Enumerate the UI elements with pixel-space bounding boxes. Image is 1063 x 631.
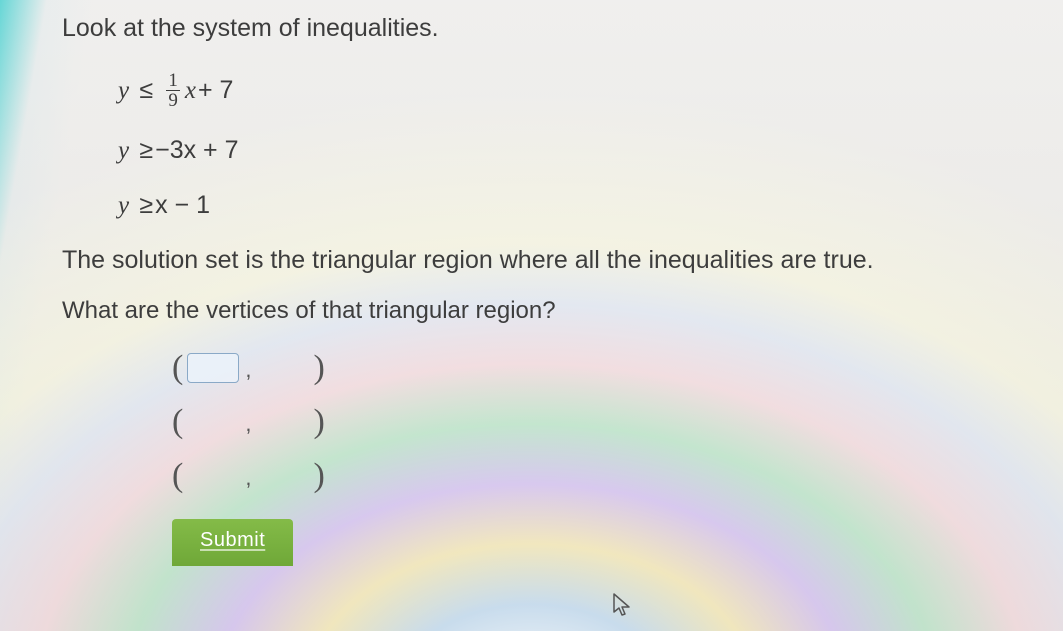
vertex-row-1: ( , ) bbox=[172, 347, 1043, 389]
vertex-1-x-input[interactable] bbox=[187, 353, 239, 383]
eq3-rel: ≥ bbox=[139, 191, 153, 220]
cursor-icon bbox=[612, 592, 632, 618]
eq1-fraction: 1 9 bbox=[166, 71, 180, 110]
vertex-3-y-input[interactable] bbox=[257, 461, 309, 491]
eq1-tail: + 7 bbox=[198, 76, 233, 105]
prompt-text: Look at the system of inequalities. bbox=[62, 14, 1043, 43]
question-panel: Look at the system of inequalities. y ≤ … bbox=[62, 14, 1043, 566]
eq1-denominator: 9 bbox=[166, 91, 180, 110]
comma: , bbox=[245, 411, 251, 437]
close-paren: ) bbox=[313, 459, 324, 493]
inequality-1: y ≤ 1 9 x + 7 bbox=[118, 71, 1043, 110]
open-paren: ( bbox=[172, 351, 183, 385]
vertex-2-y-input[interactable] bbox=[257, 407, 309, 437]
vertex-1-y-input[interactable] bbox=[257, 353, 309, 383]
answer-rows: ( , ) ( , ) ( , ) bbox=[172, 347, 1043, 497]
vertex-2-x-input[interactable] bbox=[187, 407, 239, 437]
vertex-row-3: ( , ) bbox=[172, 455, 1043, 497]
vertex-row-2: ( , ) bbox=[172, 401, 1043, 443]
open-paren: ( bbox=[172, 405, 183, 439]
open-paren: ( bbox=[172, 459, 183, 493]
eq1-lhs: y bbox=[118, 77, 129, 105]
question-text: What are the vertices of that triangular… bbox=[62, 297, 1043, 325]
eq3-lhs: y bbox=[118, 192, 129, 220]
vertex-3-x-input[interactable] bbox=[187, 461, 239, 491]
explain-text: The solution set is the triangular regio… bbox=[62, 246, 1043, 275]
close-paren: ) bbox=[313, 405, 324, 439]
eq1-numerator: 1 bbox=[166, 71, 180, 91]
eq3-rhs: x − 1 bbox=[155, 191, 210, 220]
close-paren: ) bbox=[313, 351, 324, 385]
comma: , bbox=[245, 465, 251, 491]
eq1-rel: ≤ bbox=[139, 76, 153, 105]
eq2-rel: ≥ bbox=[139, 136, 153, 165]
equation-list: y ≤ 1 9 x + 7 y ≥ −3x + 7 y ≥ x − 1 bbox=[118, 71, 1043, 220]
comma: , bbox=[245, 357, 251, 383]
eq1-var: x bbox=[185, 77, 196, 105]
submit-button[interactable]: Submit bbox=[172, 519, 293, 566]
inequality-3: y ≥ x − 1 bbox=[118, 191, 1043, 220]
eq2-lhs: y bbox=[118, 137, 129, 165]
eq2-rhs: −3x + 7 bbox=[155, 136, 238, 165]
inequality-2: y ≥ −3x + 7 bbox=[118, 136, 1043, 165]
